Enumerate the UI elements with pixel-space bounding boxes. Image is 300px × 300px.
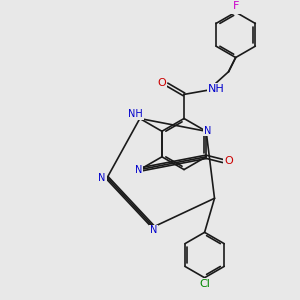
Text: O: O <box>224 156 233 166</box>
Text: NH: NH <box>128 109 143 119</box>
Text: Cl: Cl <box>199 279 210 289</box>
Text: N: N <box>150 225 157 236</box>
Text: N: N <box>135 165 142 175</box>
Text: NH: NH <box>208 84 224 94</box>
Text: N: N <box>98 172 106 183</box>
Text: O: O <box>158 78 166 88</box>
Text: N: N <box>204 126 211 136</box>
Text: F: F <box>232 2 239 11</box>
